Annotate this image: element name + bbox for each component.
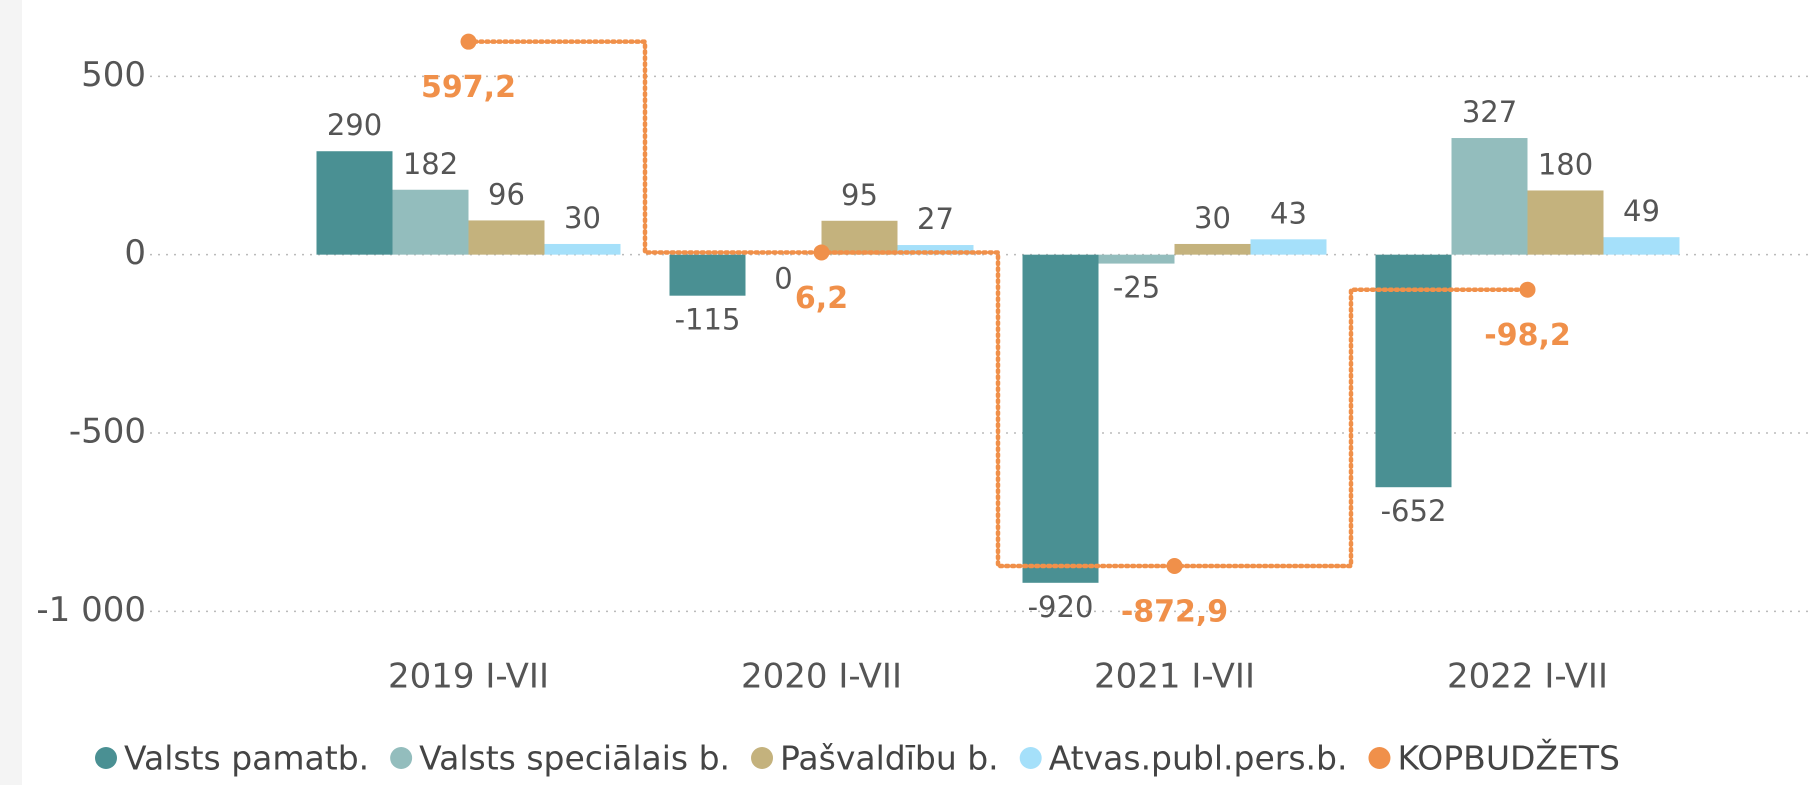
legend-label: Pašvaldību b. xyxy=(780,739,999,778)
x-tick-label: 2022 I-VII xyxy=(1447,657,1608,697)
line-marker xyxy=(1519,281,1536,298)
data-label: -920 xyxy=(1028,590,1094,624)
left-edge xyxy=(0,0,22,785)
bar xyxy=(392,189,469,255)
line-data-label: -872,9 xyxy=(1121,595,1228,630)
data-label: 27 xyxy=(917,202,954,236)
legend-swatch xyxy=(390,747,413,769)
y-tick-label: -1 000 xyxy=(36,590,146,630)
data-label: -115 xyxy=(675,303,741,337)
legend-label: KOPBUDŽETS xyxy=(1397,738,1619,778)
legend-swatch xyxy=(1019,747,1042,769)
legend-label: Valsts pamatb. xyxy=(124,739,369,778)
data-label: 30 xyxy=(1194,201,1231,235)
line-data-label: 6,2 xyxy=(795,281,848,316)
x-tick-label: 2019 I-VII xyxy=(388,657,549,697)
legend-label: Atvas.publ.pers.b. xyxy=(1049,739,1348,778)
data-label: 30 xyxy=(564,201,601,235)
data-label: 180 xyxy=(1538,147,1593,181)
legend-swatch xyxy=(95,747,117,769)
bar xyxy=(1098,254,1175,264)
bar xyxy=(1603,237,1680,255)
y-tick-label: -500 xyxy=(69,412,146,452)
legend-swatch xyxy=(1368,747,1391,769)
x-tick-label: 2020 I-VII xyxy=(741,657,902,697)
line-marker xyxy=(460,33,477,50)
bar xyxy=(1250,239,1327,255)
bar xyxy=(821,220,898,255)
x-tick-label: 2021 I-VII xyxy=(1094,657,1255,697)
bar xyxy=(316,151,393,255)
y-tick-label: 500 xyxy=(81,55,146,95)
bar xyxy=(544,243,621,255)
data-label: 0 xyxy=(774,262,792,296)
bar xyxy=(897,245,974,255)
data-label: 49 xyxy=(1623,194,1660,228)
data-label: 96 xyxy=(488,177,525,211)
line-marker xyxy=(1166,558,1183,575)
data-label: 95 xyxy=(841,178,878,212)
line-data-label: 597,2 xyxy=(421,70,516,105)
bar xyxy=(1375,254,1452,488)
step-line xyxy=(466,39,1530,569)
data-label: 290 xyxy=(327,108,382,142)
bar xyxy=(1022,254,1099,583)
bar xyxy=(669,254,746,296)
bar xyxy=(1174,243,1251,255)
data-label: 327 xyxy=(1462,95,1517,129)
legend-label: Valsts speciālais b. xyxy=(419,739,730,778)
data-label: -25 xyxy=(1113,271,1160,305)
line-marker xyxy=(813,244,830,261)
legend-swatch xyxy=(751,747,774,769)
data-label: -652 xyxy=(1381,494,1447,528)
bar xyxy=(468,220,545,255)
y-tick-label: 0 xyxy=(124,233,146,273)
data-label: 182 xyxy=(403,147,458,181)
data-label: 43 xyxy=(1270,196,1307,230)
line-data-label: -98,2 xyxy=(1484,318,1570,353)
bar xyxy=(1527,190,1604,255)
bar xyxy=(1451,138,1528,255)
